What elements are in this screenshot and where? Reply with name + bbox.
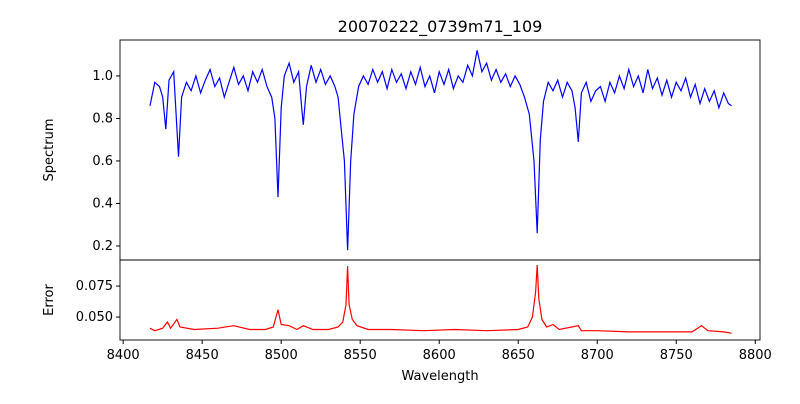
x-tick-label: 8650	[502, 348, 535, 363]
spectrum-line	[149, 50, 732, 251]
error-line	[149, 264, 732, 334]
y-tick-label: 0.075	[76, 279, 113, 294]
y-tick-label: 0.4	[92, 196, 113, 211]
x-tick-label: 8450	[186, 348, 219, 363]
chart-title: 20070222_0739m71_109	[338, 17, 543, 37]
y-axis-label-spectrum: Spectrum	[42, 119, 57, 182]
x-tick-label: 8400	[107, 348, 140, 363]
x-tick-label: 8800	[739, 348, 772, 363]
y-tick-label: 0.2	[92, 239, 113, 254]
spectrum-panel: 0.2 0.4 0.6 0.8 1.0	[92, 39, 761, 261]
x-tick-label: 8500	[265, 348, 298, 363]
x-tick-label: 8750	[660, 348, 693, 363]
x-tick-label: 8550	[344, 348, 377, 363]
y-tick-label: 0.6	[92, 154, 113, 169]
x-tick-label: 8600	[423, 348, 456, 363]
y-tick-label: 0.8	[92, 111, 113, 126]
y-tick-label: 0.050	[76, 310, 113, 325]
y-axis-label-error: Error	[42, 284, 57, 316]
axes-frame	[119, 259, 761, 341]
x-axis-label: Wavelength	[401, 369, 478, 384]
x-tick-label: 8700	[581, 348, 614, 363]
y-tick-label: 1.0	[92, 69, 113, 84]
error-panel: 0.050 0.075 8400 8450 8500 8550 8600 8650 8700 87…	[76, 259, 772, 363]
